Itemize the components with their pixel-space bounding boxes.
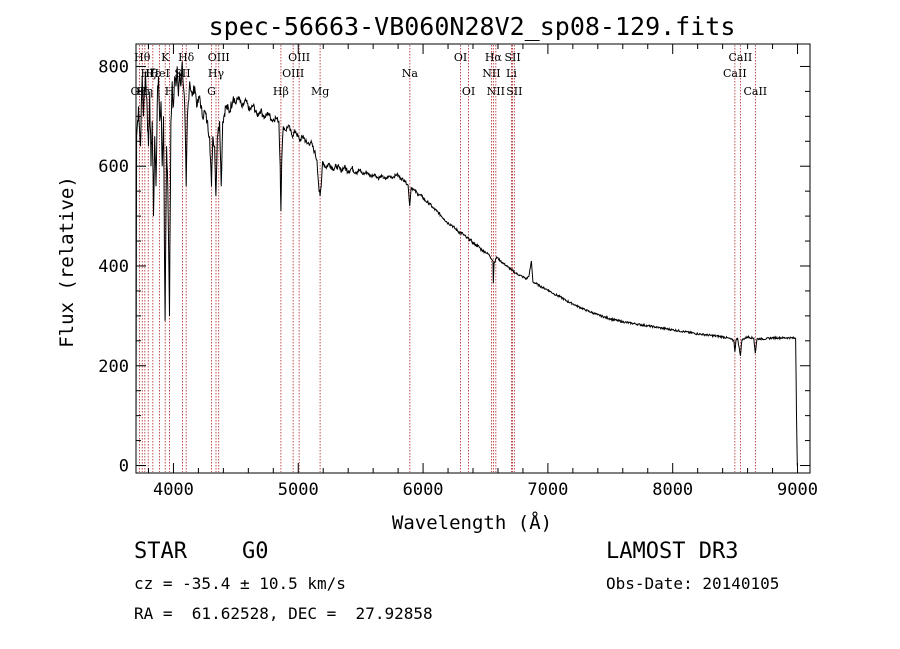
line-marker-label-18: OI [454,51,467,64]
line-marker-label-20: NII [482,67,500,80]
line-marker-label-4: Hε [145,67,161,80]
y-tick-label: 400 [98,257,129,277]
line-marker-label-27: CaII [729,51,753,64]
x-tick-label: 6000 [403,480,444,500]
line-marker-label-11: Hγ [208,67,225,80]
line-marker-label-1: Hθ [134,51,151,64]
line-marker-label-14: OIII [282,67,304,80]
y-tick-label: 800 [98,57,129,77]
line-marker-label-19: OI [462,85,475,98]
x-tick-label: 8000 [652,480,693,500]
x-axis-ticks: 4000 5000 6000 7000 8000 9000 [147,44,818,500]
line-marker-label-9: Hδ [178,51,195,64]
chart-title: spec-56663-VB060N28V2_sp08-129.fits [209,12,736,41]
line-marker-label-22: NII [487,85,505,98]
line-marker-label-13: Hβ [273,85,289,98]
line-marker-label-6: K [161,51,170,64]
x-tick-label: 9000 [777,480,818,500]
line-marker-label-12: OIII [208,51,230,64]
y-axis-ticks: 0 200 400 600 800 [98,57,810,477]
object-subclass: G0 [242,539,269,564]
y-tick-label: 600 [98,157,129,177]
line-marker-label-5: HeI [149,67,169,80]
line-marker-label-16: Mg [311,85,329,98]
y-axis-label: Flux (relative) [56,176,78,348]
x-axis-label: Wavelength (Å) [392,511,552,534]
line-marker-label-7: H [165,85,175,98]
object-class: STAR [134,539,187,564]
y-tick-label: 200 [98,357,129,377]
survey-name: LAMOST DR3 [606,539,739,564]
line-marker-label-15: OIII [288,51,310,64]
line-marker-label-23: Li [506,67,517,80]
x-tick-label: 5000 [278,480,319,500]
y-tick-label: 0 [119,457,129,477]
line-marker-label-10: G [207,85,216,98]
line-marker-label-28: CaII [743,85,767,98]
line-markers [138,45,756,472]
line-marker-labels: OIIHθHηHζHεHeIKHSIIHδGHγOIIIHβOIIIOIIIMg… [131,51,768,98]
line-marker-label-25: SII [506,85,522,98]
line-marker-label-21: Hα [485,51,503,64]
plot-frame [135,43,811,474]
line-marker-label-3: Hζ [140,67,156,80]
line-marker-label-24: SII [504,51,520,64]
x-tick-label: 7000 [527,480,568,500]
line-marker-label-17: Na [402,67,419,80]
x-tick-label: 4000 [153,480,194,500]
flux-series-line [135,61,798,466]
redshift-info: cz = -35.4 ± 10.5 km/s [134,574,346,593]
observation-date: Obs-Date: 20140105 [606,574,780,593]
sky-coordinates: RA = 61.62528, DEC = 27.92858 [134,604,433,623]
line-marker-label-26: CaII [723,67,747,80]
